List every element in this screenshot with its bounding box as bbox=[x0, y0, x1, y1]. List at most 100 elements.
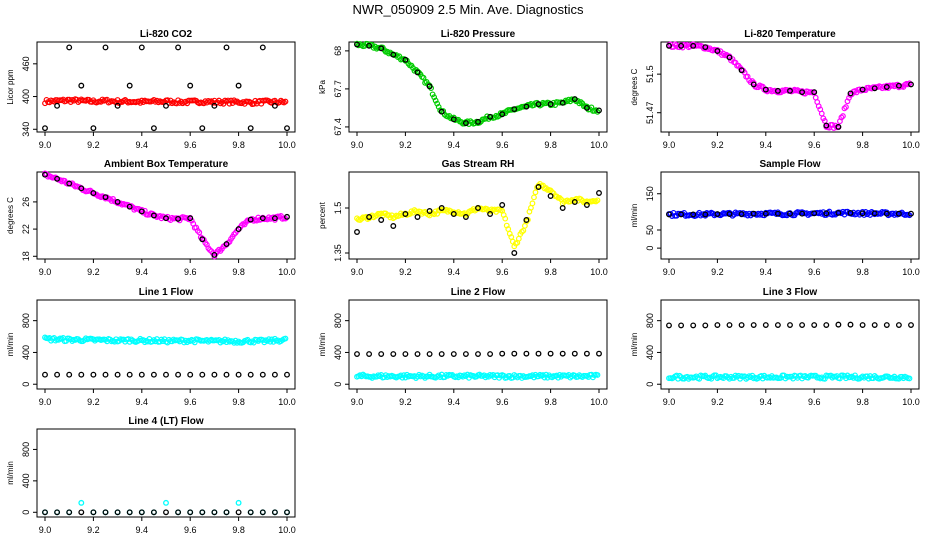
y-axis-label: degrees C bbox=[6, 197, 15, 234]
data-point bbox=[150, 212, 157, 219]
data-point bbox=[114, 198, 121, 205]
panel-li-820-temperature: Li-820 Temperature degrees C 9.0 9.2 9.4 9.6 9… bbox=[630, 29, 920, 150]
data-point bbox=[235, 226, 242, 233]
data-point bbox=[690, 42, 697, 49]
data-point bbox=[738, 67, 745, 74]
data-point bbox=[690, 322, 697, 329]
panel-line-4-lt-flow: Line 4 (LT) Flow ml/min 9.0 9.2 9.4 9.6 9.8 10.… bbox=[6, 416, 296, 535]
x-tick-label: 9.6 bbox=[808, 397, 821, 407]
data-point bbox=[66, 371, 73, 378]
panel-title: Gas Stream RH bbox=[442, 159, 515, 170]
data-point bbox=[378, 217, 385, 223]
data-point bbox=[138, 44, 145, 51]
data-point bbox=[553, 193, 560, 200]
series-000000 bbox=[42, 371, 290, 378]
data-point bbox=[811, 89, 818, 96]
x-tick-label: 10.0 bbox=[590, 267, 608, 277]
data-point bbox=[211, 102, 218, 109]
panel-li-820-pressure: Li-820 Pressure kPa 9.0 9.2 9.4 9.6 9.8 10.0 67.… bbox=[318, 29, 608, 150]
data-point bbox=[247, 216, 254, 223]
data-point bbox=[438, 108, 445, 115]
data-point bbox=[559, 350, 566, 357]
y-tick-label: 67.4 bbox=[333, 118, 343, 136]
data-point bbox=[354, 229, 360, 235]
data-point bbox=[475, 118, 481, 125]
data-point bbox=[426, 208, 433, 214]
data-point bbox=[596, 190, 602, 196]
data-point bbox=[678, 211, 685, 218]
data-point bbox=[895, 322, 902, 328]
x-tick-label: 9.2 bbox=[399, 267, 412, 277]
x-tick-label: 9.2 bbox=[87, 525, 100, 535]
data-point bbox=[750, 81, 757, 88]
panel-line-2-flow: Line 2 Flow ml/min 9.0 9.2 9.4 9.6 9.8 10.0 0 400… bbox=[318, 287, 608, 407]
x-tick-label: 10.0 bbox=[278, 267, 296, 277]
data-point bbox=[149, 338, 156, 345]
data-point bbox=[42, 171, 48, 178]
data-point bbox=[895, 82, 902, 89]
data-point bbox=[90, 371, 97, 378]
y-axis-label: degrees C bbox=[630, 68, 639, 105]
series-000000 bbox=[354, 350, 602, 357]
y-tick-label: 150 bbox=[645, 186, 655, 201]
data-point bbox=[847, 90, 854, 97]
data-point bbox=[450, 116, 457, 123]
x-tick-label: 9.0 bbox=[351, 397, 364, 407]
data-point bbox=[414, 351, 421, 357]
y-tick-label: 800 bbox=[21, 313, 31, 328]
x-tick-label: 10.0 bbox=[278, 525, 296, 535]
x-tick-label: 9.0 bbox=[39, 525, 52, 535]
x-tick-label: 9.6 bbox=[496, 397, 509, 407]
x-tick-label: 9.4 bbox=[136, 397, 149, 407]
data-point bbox=[787, 322, 793, 328]
y-tick-label: 460 bbox=[21, 56, 31, 71]
data-point bbox=[211, 251, 218, 258]
data-point bbox=[744, 374, 751, 381]
panel-title: Line 3 Flow bbox=[763, 287, 818, 298]
data-point bbox=[823, 122, 830, 129]
data-point bbox=[187, 215, 194, 222]
data-point bbox=[42, 125, 48, 132]
data-point bbox=[235, 499, 242, 506]
data-point bbox=[438, 351, 445, 357]
x-tick-label: 9.6 bbox=[496, 267, 509, 277]
data-point bbox=[547, 101, 554, 108]
data-point bbox=[475, 351, 481, 357]
data-point bbox=[762, 210, 769, 217]
y-axis-label: kPa bbox=[318, 80, 327, 94]
data-point bbox=[78, 509, 85, 516]
data-point bbox=[223, 371, 230, 378]
plot-frame bbox=[348, 41, 608, 133]
data-point bbox=[271, 509, 278, 516]
x-tick-label: 10.0 bbox=[590, 140, 608, 150]
data-point bbox=[871, 322, 878, 328]
x-tick-label: 9.0 bbox=[39, 267, 52, 277]
x-tick-label: 9.0 bbox=[663, 140, 676, 150]
data-point bbox=[354, 41, 360, 48]
data-point bbox=[259, 215, 266, 222]
plot-frame bbox=[660, 171, 920, 260]
data-point bbox=[231, 97, 237, 104]
x-tick-label: 9.6 bbox=[184, 525, 197, 535]
x-tick-label: 9.6 bbox=[808, 267, 821, 277]
x-tick-label: 9.6 bbox=[808, 140, 821, 150]
data-point bbox=[390, 51, 397, 58]
x-tick-label: 9.8 bbox=[544, 140, 557, 150]
data-point bbox=[815, 103, 822, 110]
data-point bbox=[378, 351, 385, 357]
data-point bbox=[714, 211, 721, 217]
data-point bbox=[214, 248, 221, 255]
data-point bbox=[78, 82, 85, 89]
series-000000 bbox=[666, 210, 914, 218]
data-point bbox=[594, 372, 601, 378]
data-point bbox=[906, 375, 913, 382]
data-point bbox=[358, 215, 365, 222]
panel-title: Sample Flow bbox=[759, 159, 820, 170]
series-000000 bbox=[42, 509, 290, 516]
data-point bbox=[520, 227, 527, 234]
data-point bbox=[126, 371, 133, 378]
data-point bbox=[702, 211, 709, 218]
x-tick-label: 9.8 bbox=[232, 525, 245, 535]
data-point bbox=[738, 211, 745, 217]
